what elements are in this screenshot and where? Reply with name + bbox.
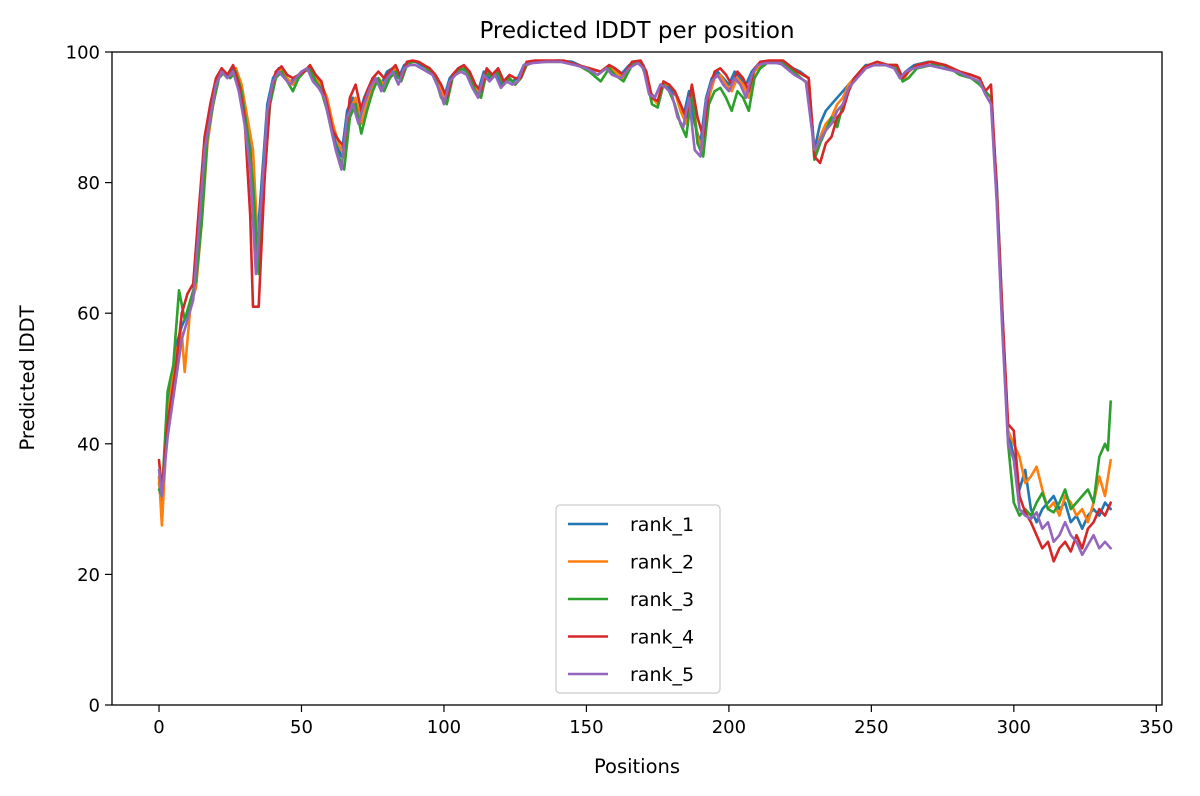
y-tick-label: 40 [77,434,100,455]
y-tick-label: 100 [66,43,100,64]
legend-label: rank_1 [630,514,694,536]
y-axis: 0 20 40 60 80 100 [66,43,112,717]
y-axis-title: Predicted lDDT [16,305,39,450]
x-tick-label: 50 [290,717,313,738]
series-lines [157,59,1112,563]
x-tick-label: 250 [854,717,888,738]
legend-label: rank_4 [630,627,694,649]
plot-area [111,51,1163,706]
legend-label: rank_2 [630,552,694,574]
legend-label: rank_5 [630,664,694,686]
chart-title: Predicted lDDT per position [479,18,794,44]
x-tick-label: 300 [997,717,1031,738]
x-tick-label: 0 [153,717,164,738]
y-tick-label: 60 [77,304,100,325]
series-line-rank-5 [157,60,1112,557]
series-line-rank-4 [157,59,1112,563]
legend: rank_1 rank_2 rank_3 rank_4 rank_5 [555,504,721,694]
plot-frame [111,51,1163,706]
x-axis-title: Positions [594,755,680,778]
legend-box [555,504,721,694]
x-tick-label: 350 [1139,717,1173,738]
y-tick-label: 0 [89,696,100,717]
x-tick-label: 200 [712,717,746,738]
x-tick-label: 100 [427,717,461,738]
y-tick-label: 20 [77,565,100,586]
legend-label: rank_3 [630,589,694,611]
x-tick-label: 150 [569,717,603,738]
y-tick-label: 80 [77,173,100,194]
x-axis: 0 50 100 150 200 250 300 350 [153,705,1173,738]
